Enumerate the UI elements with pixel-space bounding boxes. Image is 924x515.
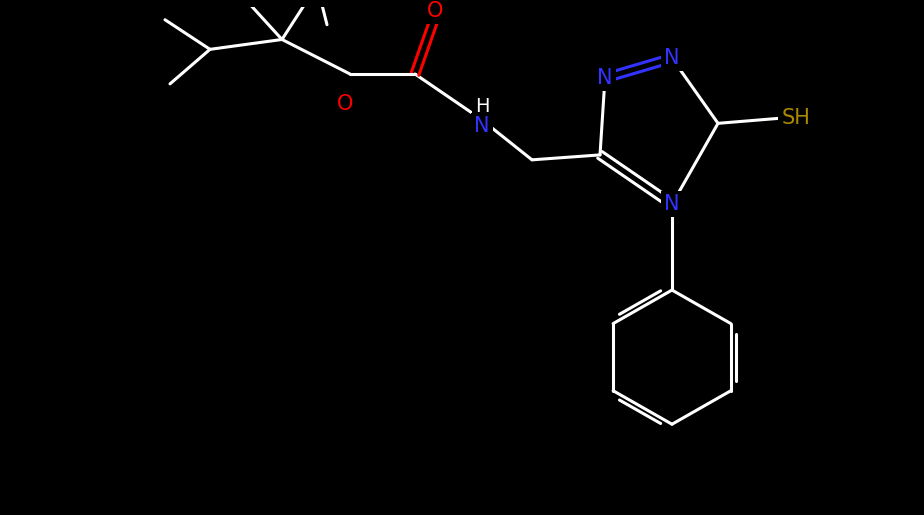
- Text: SH: SH: [782, 108, 810, 128]
- Text: N: N: [474, 116, 490, 136]
- Text: O: O: [337, 94, 353, 114]
- Text: O: O: [427, 1, 444, 21]
- Text: N: N: [597, 68, 613, 88]
- Text: N: N: [664, 194, 680, 214]
- Text: N: N: [664, 48, 680, 68]
- Text: H: H: [475, 97, 489, 116]
